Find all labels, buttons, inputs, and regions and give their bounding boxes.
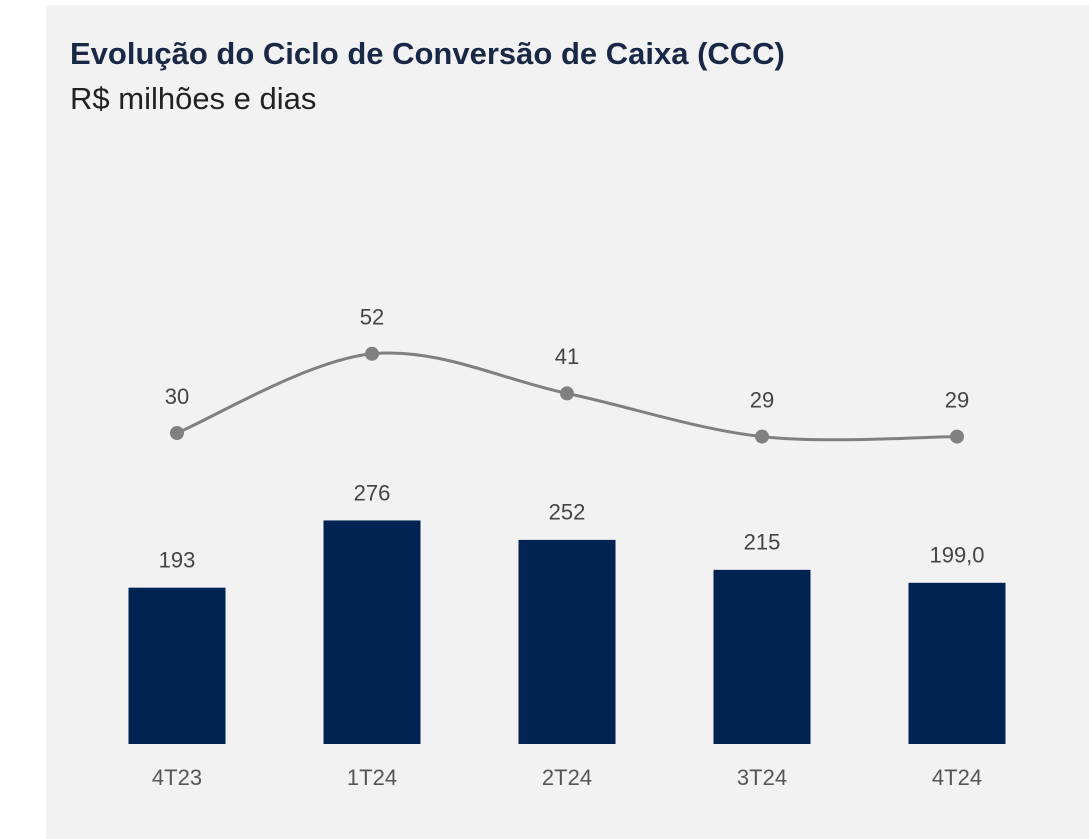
data-label: 252 <box>549 500 586 525</box>
line-point <box>365 346 379 361</box>
data-label: 41 <box>555 344 579 369</box>
data-label: 215 <box>744 530 781 555</box>
data-label: 29 <box>945 387 969 412</box>
x-tick-label: 1T24 <box>347 765 397 790</box>
bar <box>908 582 1006 744</box>
x-tick-label: 3T24 <box>737 765 787 790</box>
data-label: 276 <box>354 480 391 505</box>
data-label: 52 <box>360 305 384 330</box>
data-label: 193 <box>159 547 196 572</box>
bar <box>713 569 811 744</box>
line-point <box>560 386 574 401</box>
data-label: 30 <box>165 384 189 409</box>
x-tick-label: 4T24 <box>932 765 982 790</box>
line-point <box>755 429 769 444</box>
x-tick-label: 4T23 <box>152 765 202 790</box>
bar <box>323 520 421 744</box>
chart-title: Evolução do Ciclo de Conversão de Caixa … <box>70 36 785 71</box>
line-point <box>950 429 964 444</box>
line-point <box>170 426 184 440</box>
data-label: 29 <box>750 387 774 412</box>
bar <box>128 587 226 744</box>
x-tick-label: 2T24 <box>542 765 592 790</box>
chart-subtitle: R$ milhões e dias <box>70 81 316 116</box>
bar <box>518 539 616 744</box>
data-label: 199,0 <box>929 543 984 568</box>
